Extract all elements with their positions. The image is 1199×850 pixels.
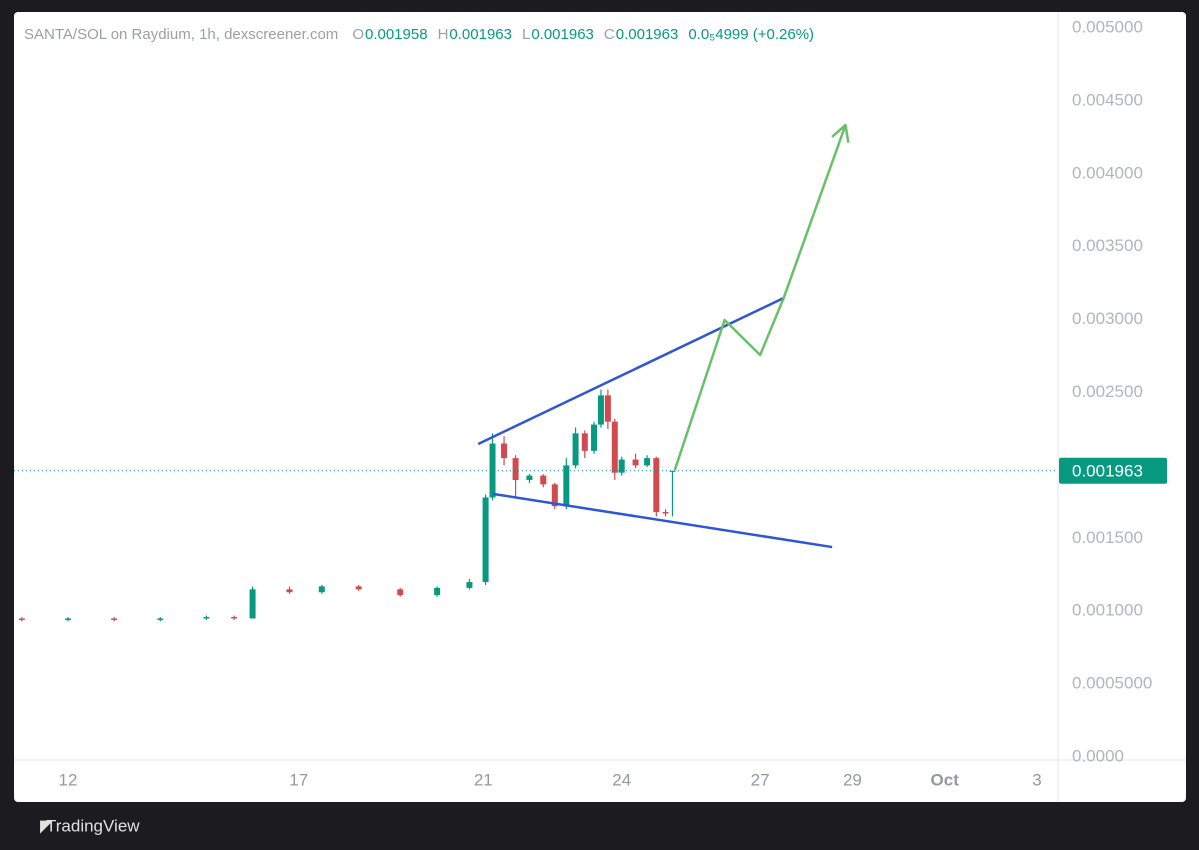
candle-body	[249, 589, 256, 619]
candle-body	[618, 459, 625, 473]
ohlc-label: H	[438, 26, 449, 43]
trend-drawing	[673, 124, 847, 471]
candle-body	[482, 497, 489, 583]
candle-body	[18, 618, 25, 620]
y-tick-label: 0.0005000	[1072, 674, 1152, 693]
y-tick-label: 0.001500	[1072, 528, 1143, 547]
candle-body	[632, 459, 639, 466]
x-tick-label: 21	[474, 770, 493, 789]
candle-body	[551, 484, 558, 507]
candle-body	[65, 618, 71, 620]
x-tick-label: 24	[612, 770, 631, 789]
y-tick-label: 0.005000	[1072, 17, 1143, 36]
candle-body	[501, 443, 508, 459]
candle-body	[231, 617, 238, 619]
x-tick-label: 27	[751, 770, 770, 789]
candle-body	[355, 586, 362, 590]
candle-body	[563, 465, 570, 507]
trend-drawing	[493, 492, 833, 549]
plot	[14, 123, 1058, 622]
candle-body	[662, 512, 669, 514]
candle-body	[653, 458, 660, 513]
candle-body	[604, 395, 611, 422]
y-tick-label: 0.002500	[1072, 382, 1143, 401]
candle-body	[591, 424, 598, 451]
candle-body	[669, 470, 676, 472]
candle-body	[597, 395, 604, 425]
candle-body	[397, 589, 404, 596]
candle-body	[157, 618, 164, 620]
x-tick-label: 12	[59, 770, 78, 789]
y-tick-label: 0.0000	[1072, 746, 1124, 765]
brand-logo: ◤	[40, 816, 54, 835]
candle-body	[466, 582, 473, 588]
candle-body	[572, 433, 579, 466]
legend-header: SANTA/SOL on Raydium, 1h, dexscreener.co…	[24, 26, 814, 43]
ohlc-value: 0.001963	[449, 26, 512, 43]
chart-title: SANTA/SOL on Raydium, 1h, dexscreener.co…	[24, 26, 338, 43]
ohlc-label: L	[522, 26, 530, 43]
x-tick-label: 3	[1032, 770, 1041, 789]
ohlc-label: C	[604, 26, 615, 43]
candle-body	[489, 443, 496, 498]
ohlc-value: 0.001958	[365, 26, 428, 43]
candle-body	[286, 589, 293, 593]
x-tick-label: 17	[289, 770, 308, 789]
candle-body	[512, 458, 519, 480]
ohlc-label: O	[352, 26, 364, 43]
y-tick-label: 0.003000	[1072, 309, 1143, 328]
candle-body	[203, 617, 210, 619]
x-tick-label: 29	[843, 770, 862, 789]
candle-body	[434, 587, 441, 596]
ohlc-change: 0.0₅4999 (+0.26%)	[688, 26, 814, 43]
candle-body	[581, 433, 588, 451]
candle-body	[318, 586, 325, 593]
last-price-label: 0.001963	[1072, 461, 1143, 480]
candle-body	[540, 475, 547, 485]
candle-body	[611, 421, 618, 473]
candle-body	[526, 475, 533, 480]
y-tick-label: 0.004500	[1072, 90, 1143, 109]
brand: TradingView	[46, 816, 140, 835]
x-tick-label: Oct	[931, 770, 960, 789]
y-tick-label: 0.001000	[1072, 601, 1143, 620]
y-tick-label: 0.004000	[1072, 163, 1143, 182]
arrow-head	[831, 123, 850, 143]
candle-body	[111, 618, 118, 620]
candle-body	[644, 458, 651, 466]
ohlc-value: 0.001963	[616, 26, 679, 43]
trend-drawing	[477, 296, 785, 446]
last-price-box	[1059, 457, 1167, 484]
ohlc-value: 0.001963	[531, 26, 594, 43]
y-tick-label: 0.003500	[1072, 236, 1143, 255]
